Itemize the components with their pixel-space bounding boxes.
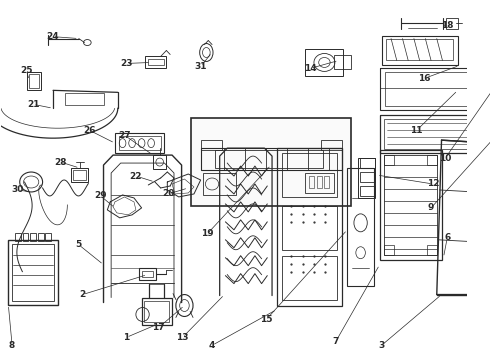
Text: 8: 8 [9, 341, 15, 350]
Bar [146, 57, 167, 68]
Bar [360, 186, 375, 196]
Bar [12, 244, 54, 301]
Bar [148, 59, 164, 66]
Text: 6: 6 [444, 233, 450, 242]
Bar [115, 133, 165, 153]
Bar [15, 233, 21, 241]
Bar [142, 271, 153, 276]
Text: 16: 16 [418, 74, 431, 83]
Bar [305, 173, 334, 193]
Text: 14: 14 [304, 64, 317, 73]
Bar [282, 153, 337, 197]
Text: 18: 18 [441, 21, 453, 30]
Bar [386, 39, 453, 60]
Bar [66, 93, 103, 105]
Bar [384, 245, 394, 255]
Text: 22: 22 [130, 171, 142, 180]
Text: 29: 29 [95, 192, 107, 201]
Text: 7: 7 [333, 337, 339, 346]
Bar [309, 176, 314, 188]
Bar [384, 155, 394, 165]
Text: 5: 5 [75, 240, 82, 249]
Bar [347, 168, 374, 285]
Text: 24: 24 [46, 32, 58, 41]
Bar [282, 256, 337, 300]
Bar [320, 140, 342, 150]
Text: 25: 25 [20, 66, 33, 75]
Text: 13: 13 [176, 333, 189, 342]
Text: 28: 28 [54, 158, 67, 167]
Bar [27, 72, 41, 90]
Bar [119, 136, 161, 150]
Bar [153, 155, 167, 169]
Bar [200, 140, 221, 150]
Bar [29, 75, 39, 88]
Bar [282, 206, 337, 250]
Text: 19: 19 [201, 229, 214, 238]
Bar [8, 240, 58, 305]
Text: 4: 4 [209, 341, 215, 350]
Text: 11: 11 [411, 126, 423, 135]
Bar [334, 55, 351, 69]
Text: 17: 17 [152, 323, 165, 332]
Bar [215, 150, 322, 168]
Text: 20: 20 [162, 189, 174, 198]
Bar [30, 233, 36, 241]
Bar [384, 119, 489, 149]
Text: 23: 23 [120, 59, 133, 68]
Bar [317, 176, 321, 188]
Text: 9: 9 [428, 203, 434, 212]
Bar [358, 158, 375, 198]
Bar [191, 118, 351, 206]
Bar [380, 68, 490, 110]
Bar [145, 301, 169, 323]
Bar [73, 170, 86, 180]
Bar [427, 245, 437, 255]
Bar [142, 298, 172, 325]
Bar [71, 168, 88, 182]
Text: 15: 15 [260, 315, 272, 324]
Bar [446, 18, 458, 28]
Text: 3: 3 [378, 341, 385, 350]
Text: 30: 30 [12, 185, 24, 194]
Bar [380, 150, 441, 260]
Bar [382, 36, 458, 66]
Bar [38, 233, 44, 241]
Bar [46, 233, 51, 241]
Bar [360, 172, 375, 182]
Text: 26: 26 [83, 126, 96, 135]
Text: 12: 12 [427, 180, 439, 189]
Text: 1: 1 [123, 333, 129, 342]
Bar [427, 155, 437, 165]
Bar [305, 49, 343, 76]
Bar [277, 148, 342, 306]
Text: 2: 2 [79, 290, 86, 299]
Bar [360, 158, 375, 168]
Bar [385, 72, 488, 106]
Bar [202, 173, 236, 195]
Bar [200, 148, 342, 170]
Bar [23, 233, 28, 241]
Text: 21: 21 [27, 100, 39, 109]
Bar [380, 115, 490, 153]
Bar [139, 268, 156, 280]
Bar [384, 155, 437, 255]
Text: 31: 31 [195, 62, 207, 71]
Text: 27: 27 [118, 131, 131, 140]
Bar [324, 176, 329, 188]
Text: 10: 10 [439, 154, 451, 163]
